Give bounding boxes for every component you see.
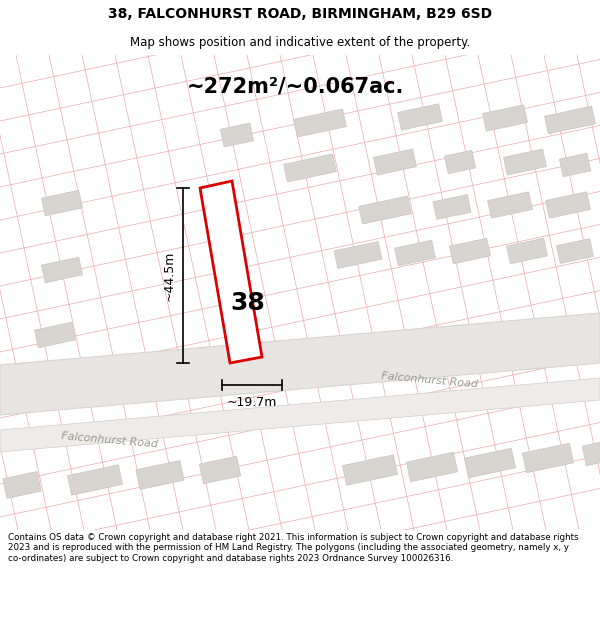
- Polygon shape: [449, 238, 490, 264]
- Text: Contains OS data © Crown copyright and database right 2021. This information is : Contains OS data © Crown copyright and d…: [8, 533, 578, 562]
- Polygon shape: [445, 150, 476, 174]
- Polygon shape: [559, 153, 590, 177]
- Polygon shape: [334, 241, 382, 269]
- Polygon shape: [433, 194, 471, 219]
- Polygon shape: [293, 109, 346, 137]
- Polygon shape: [220, 123, 254, 147]
- Polygon shape: [506, 238, 547, 264]
- Polygon shape: [67, 465, 122, 495]
- Polygon shape: [464, 448, 515, 478]
- Polygon shape: [395, 240, 436, 266]
- Polygon shape: [0, 378, 600, 452]
- Polygon shape: [545, 192, 590, 218]
- Polygon shape: [482, 105, 527, 131]
- Polygon shape: [488, 192, 532, 218]
- Polygon shape: [41, 258, 82, 282]
- Polygon shape: [406, 452, 458, 482]
- Text: ~19.7m: ~19.7m: [227, 396, 277, 409]
- Text: Falconhurst Road: Falconhurst Road: [61, 431, 159, 449]
- Polygon shape: [200, 181, 262, 363]
- Polygon shape: [503, 149, 547, 175]
- Text: Map shows position and indicative extent of the property.: Map shows position and indicative extent…: [130, 36, 470, 49]
- Polygon shape: [35, 322, 76, 348]
- Text: 38, FALCONHURST ROAD, BIRMINGHAM, B29 6SD: 38, FALCONHURST ROAD, BIRMINGHAM, B29 6S…: [108, 7, 492, 21]
- Text: ~272m²/~0.067ac.: ~272m²/~0.067ac.: [187, 77, 404, 97]
- Polygon shape: [545, 106, 595, 134]
- Polygon shape: [557, 239, 593, 263]
- Polygon shape: [374, 149, 416, 175]
- Polygon shape: [343, 455, 398, 485]
- Polygon shape: [199, 456, 241, 484]
- Polygon shape: [582, 440, 600, 466]
- Text: ~44.5m: ~44.5m: [163, 250, 176, 301]
- Polygon shape: [523, 443, 574, 472]
- Polygon shape: [398, 104, 442, 130]
- Polygon shape: [284, 154, 337, 182]
- Polygon shape: [136, 461, 184, 489]
- Polygon shape: [41, 190, 82, 216]
- Polygon shape: [3, 472, 41, 498]
- Polygon shape: [0, 313, 600, 415]
- Polygon shape: [359, 196, 412, 224]
- Polygon shape: [25, 382, 65, 408]
- Text: 38: 38: [230, 291, 265, 315]
- Text: Falconhurst Road: Falconhurst Road: [381, 371, 479, 389]
